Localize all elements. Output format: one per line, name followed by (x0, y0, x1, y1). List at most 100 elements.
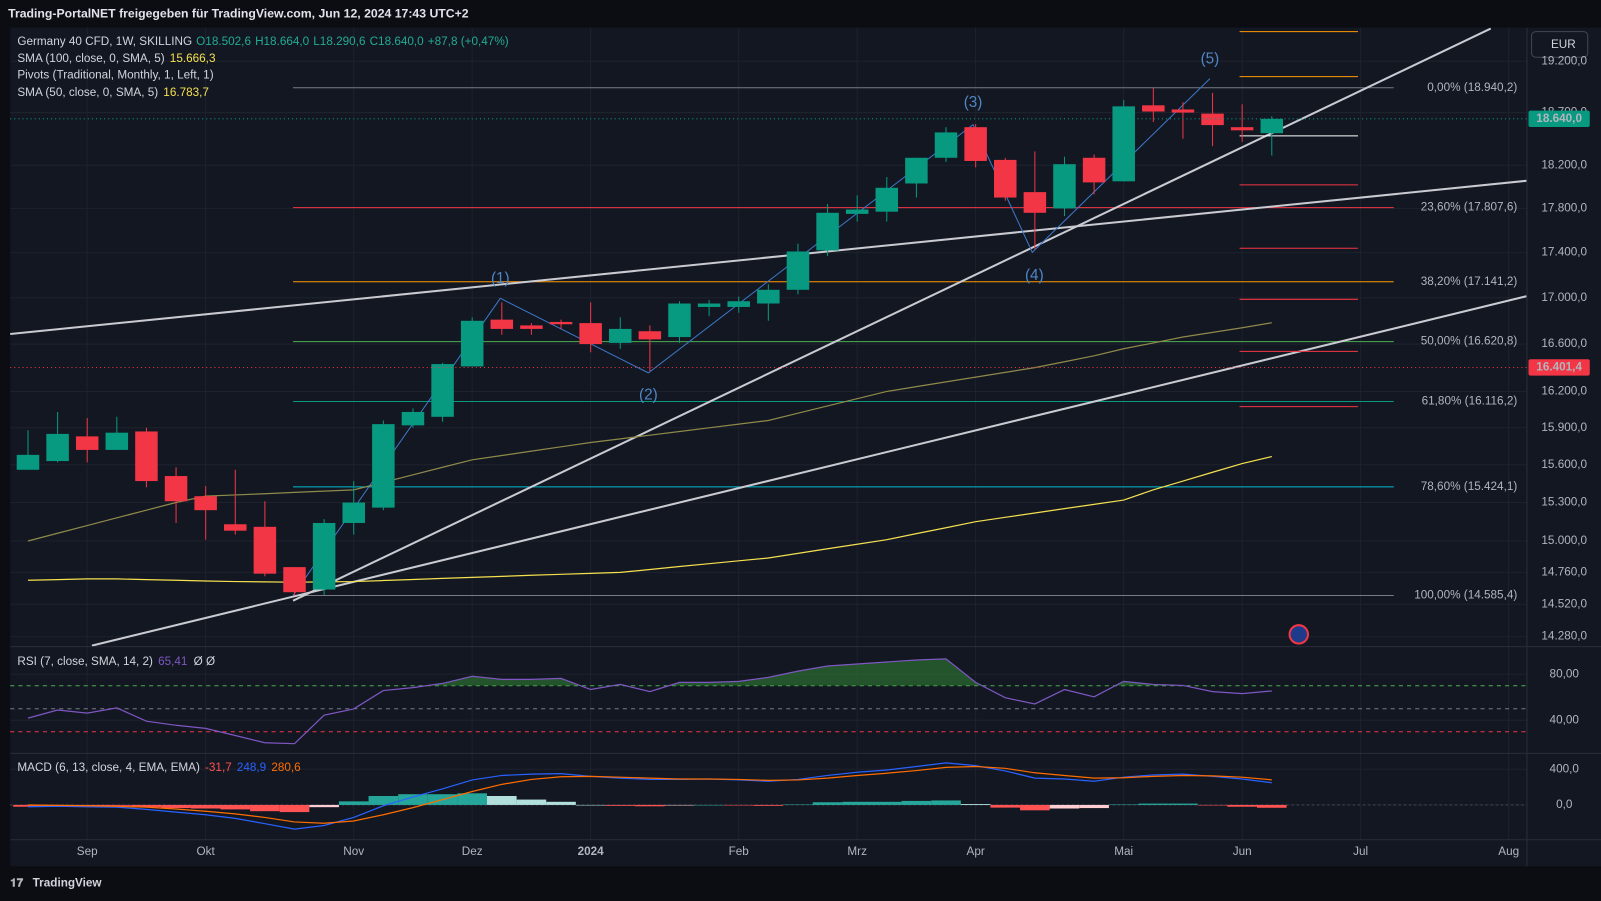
legend-line: Germany 40 CFD, 1W, SKILLING O18.502,6 H18… (17, 35, 508, 48)
histogram-bar (901, 800, 932, 805)
histogram-bar (309, 804, 339, 808)
candle-body (845, 209, 869, 214)
histogram-bar (1049, 804, 1080, 809)
y-tick-label: 400,0 (1550, 762, 1580, 775)
footer: 𝟏𝟕 TradingView (10, 877, 102, 890)
trend-line (292, 27, 1492, 602)
ohlc: O18.502,6 (196, 35, 251, 48)
histogram-bar (13, 804, 43, 807)
histogram-bar (753, 804, 784, 806)
indicator-name: MACD (6, 13, close, 4, EMA, EMA) (17, 761, 200, 774)
histogram-bar (250, 804, 280, 812)
y-tick-label: 19.200,0 (1541, 54, 1587, 67)
y-tick-label: 14.760,0 (1541, 565, 1587, 578)
logo-mark: 𝟏𝟕 (10, 877, 24, 890)
histogram-bar (1197, 804, 1228, 806)
wave-label: (4) (1025, 267, 1044, 284)
histogram-bar (457, 793, 488, 805)
candle-body (1053, 164, 1076, 209)
candle-body (1112, 106, 1135, 182)
histogram-bar (546, 801, 576, 805)
x-tick-label: Sep (77, 845, 98, 858)
price-tag (1528, 110, 1590, 127)
macd-line (27, 765, 1272, 824)
histogram-bar (516, 799, 547, 805)
x-tick-label: Apr (967, 845, 985, 858)
histogram-bar (161, 804, 191, 809)
y-tick-label: 16.200,0 (1541, 385, 1587, 398)
legend-main: Germany 40 CFD, 1W, SKILLING O18.502,6 H18… (17, 35, 508, 774)
candle-body (697, 303, 721, 307)
indicator-name: SMA (100, close, 0, SMA, 5) (17, 52, 164, 65)
x-tick-label: 2024 (578, 845, 605, 858)
fib-label: 61,80% (16.116,2) (1422, 395, 1518, 408)
y-tick-label: 40,00 (1550, 713, 1580, 726)
candle-body (75, 436, 99, 450)
x-tick-label: Mrz (847, 845, 867, 858)
y-tick-label: 15.900,0 (1541, 421, 1587, 434)
histogram-bar (842, 801, 872, 805)
page-title: Trading-PortalNET freigegeben für Tradin… (8, 7, 469, 21)
candle-body (1082, 157, 1106, 183)
y-tick-label: 15.000,0 (1541, 534, 1587, 547)
pivot-levels (1239, 31, 1358, 408)
chart-area (10, 27, 1601, 867)
histogram-bar (1108, 804, 1139, 806)
candle-body (46, 433, 69, 462)
histogram-bar (1138, 803, 1169, 805)
fib-label: 0,00% (18.940,2) (1427, 81, 1517, 94)
histogram-bar (871, 801, 902, 805)
x-tick-label: Mai (1114, 845, 1133, 858)
fib-label: 38,20% (17.141,2) (1421, 275, 1518, 288)
candle-body (283, 567, 306, 593)
histogram-bar (102, 804, 132, 806)
candle-body (105, 432, 129, 450)
event-icon[interactable] (1288, 624, 1309, 645)
x-tick-label: Jul (1353, 845, 1368, 858)
histogram-bar (220, 804, 251, 810)
y-tick-label: 15.300,0 (1541, 496, 1587, 509)
histogram-bar (1227, 804, 1257, 807)
wave-label: (5) (1201, 50, 1220, 67)
candle-body (934, 132, 958, 158)
overbought-fill (27, 658, 1272, 686)
candle-body (372, 424, 395, 508)
y-tick-label: 14.520,0 (1541, 597, 1587, 610)
candle-body (135, 431, 158, 482)
brand: TradingView (33, 877, 103, 890)
histogram-bar (398, 794, 428, 805)
change: +87,8 (+0,47%) (428, 35, 509, 48)
ohlc: H18.664,0 (255, 35, 310, 48)
ohlc: L18.290,6 (313, 35, 366, 48)
sma-line (27, 455, 1272, 583)
candle-body (964, 127, 987, 161)
indicator-value: 65,41 (158, 655, 187, 668)
candle-body (312, 522, 336, 590)
histogram-bar (575, 804, 606, 806)
histogram-bar (190, 804, 221, 809)
price-tag-label: 18.640,0 (1536, 112, 1582, 125)
histogram-bar (723, 804, 754, 806)
histogram-bar (694, 804, 724, 806)
legend-line: SMA (50, close, 0, SMA, 5) 16.783,7 (17, 86, 209, 99)
candle-body (905, 157, 928, 184)
candle-body (460, 320, 484, 367)
currency-button[interactable] (1531, 31, 1589, 58)
x-tick-label: Jun (1233, 845, 1252, 858)
x-tick-label: Nov (343, 845, 364, 858)
legend-line: MACD (6, 13, close, 4, EMA, EMA) -31,7 248… (17, 761, 301, 774)
histogram-bar (783, 804, 813, 806)
candle-body (757, 289, 780, 304)
candle-body (1023, 192, 1047, 213)
macd-line (27, 762, 1272, 830)
price-tag (1528, 359, 1590, 376)
histogram-bar (131, 804, 162, 808)
histogram-bar (1256, 804, 1287, 808)
candle-body (1142, 105, 1165, 112)
candle-body (253, 526, 277, 574)
y-tick-label: 18.200,0 (1541, 158, 1587, 171)
candle-body (1260, 118, 1284, 134)
ohlc: C18.640,0 (370, 35, 425, 48)
fib-label: 100,00% (14.585,4) (1414, 589, 1517, 602)
candle-body (1201, 113, 1224, 126)
